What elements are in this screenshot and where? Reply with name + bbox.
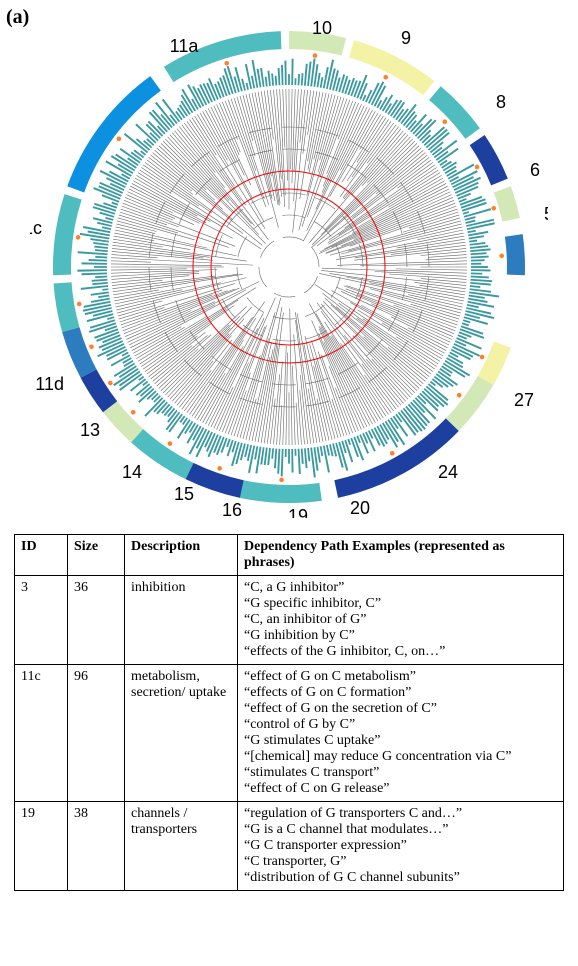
cell-dep: “C, a G inhibitor”“G specific inhibitor,… <box>238 576 564 665</box>
panel-label: (a) <box>6 6 29 29</box>
phrase: “C, a G inhibitor” <box>244 580 557 596</box>
segment-label: 13 <box>80 420 100 440</box>
cell-desc: metabolism, secretion/ uptake <box>125 665 238 802</box>
cell-desc: inhibition <box>125 576 238 665</box>
table-row: 11c96metabolism, secretion/ uptake“effec… <box>15 665 564 802</box>
phrase: “G C transporter expression” <box>244 838 557 854</box>
segment-label: 19 <box>288 506 308 518</box>
phrase: “stimulates C transport” <box>244 765 557 781</box>
cell-dep: “regulation of G transporters C and…”“G … <box>238 802 564 891</box>
col-header-id: ID <box>15 535 68 576</box>
segment-label: 15 <box>174 484 194 504</box>
table-row: 336inhibition“C, a G inhibitor”“G specif… <box>15 576 564 665</box>
phrase: “control of G by C” <box>244 717 557 733</box>
segment-label: 11d <box>35 374 64 394</box>
segment-label: 10 <box>312 18 332 38</box>
cell-dep: “effect of G on C metabolism”“effects of… <box>238 665 564 802</box>
cell-id: 3 <box>15 576 68 665</box>
segment-label: 20 <box>350 498 370 518</box>
phrase: “effect of G on the secretion of C” <box>244 701 557 717</box>
segment-label: 5 <box>544 204 548 224</box>
segment-label: 27 <box>514 390 534 410</box>
cluster-table: ID Size Description Dependency Path Exam… <box>14 534 564 891</box>
phrase: “distribution of G C channel subunits” <box>244 870 557 886</box>
phrase: “effect of G on C metabolism” <box>244 669 557 685</box>
segment-label: 24 <box>438 462 458 482</box>
phrase: “effects of the G inhibitor, C, on…” <box>244 644 557 660</box>
segment-label: 11a <box>170 36 200 56</box>
col-header-size: Size <box>68 535 125 576</box>
phrase: “G inhibition by C” <box>244 628 557 644</box>
phrase: “[chemical] may reduce G concentration v… <box>244 749 557 765</box>
cell-id: 11c <box>15 665 68 802</box>
phrase: “G specific inhibitor, C” <box>244 596 557 612</box>
phrase: “effect of C on G release” <box>244 781 557 797</box>
cell-size: 96 <box>68 665 125 802</box>
cell-size: 38 <box>68 802 125 891</box>
table-row: 1938channels / transporters“regulation o… <box>15 802 564 891</box>
phrase: “G is a C channel that modulates…” <box>244 822 557 838</box>
table-header-row: ID Size Description Dependency Path Exam… <box>15 535 564 576</box>
segment-label: 14 <box>122 462 142 482</box>
segment-label: 6 <box>530 160 540 180</box>
segment-label: 9 <box>401 28 411 48</box>
phrase: “effects of G on C formation” <box>244 685 557 701</box>
phrase: “regulation of G transporters C and…” <box>244 806 557 822</box>
phrase: “G stimulates C uptake” <box>244 733 557 749</box>
col-header-dep: Dependency Path Examples (represented as… <box>238 535 564 576</box>
segment-label: 11c <box>30 218 42 238</box>
cell-size: 36 <box>68 576 125 665</box>
phrase: “C, an inhibitor of G” <box>244 612 557 628</box>
segment-label: 16 <box>222 500 242 518</box>
phrase: “C transporter, G” <box>244 854 557 870</box>
col-header-desc: Description <box>125 535 238 576</box>
segment-label: 8 <box>496 92 506 112</box>
cell-id: 19 <box>15 802 68 891</box>
cell-desc: channels / transporters <box>125 802 238 891</box>
circular-dendrogram: 356891011a11c11d13141516192024272930 <box>30 8 548 518</box>
